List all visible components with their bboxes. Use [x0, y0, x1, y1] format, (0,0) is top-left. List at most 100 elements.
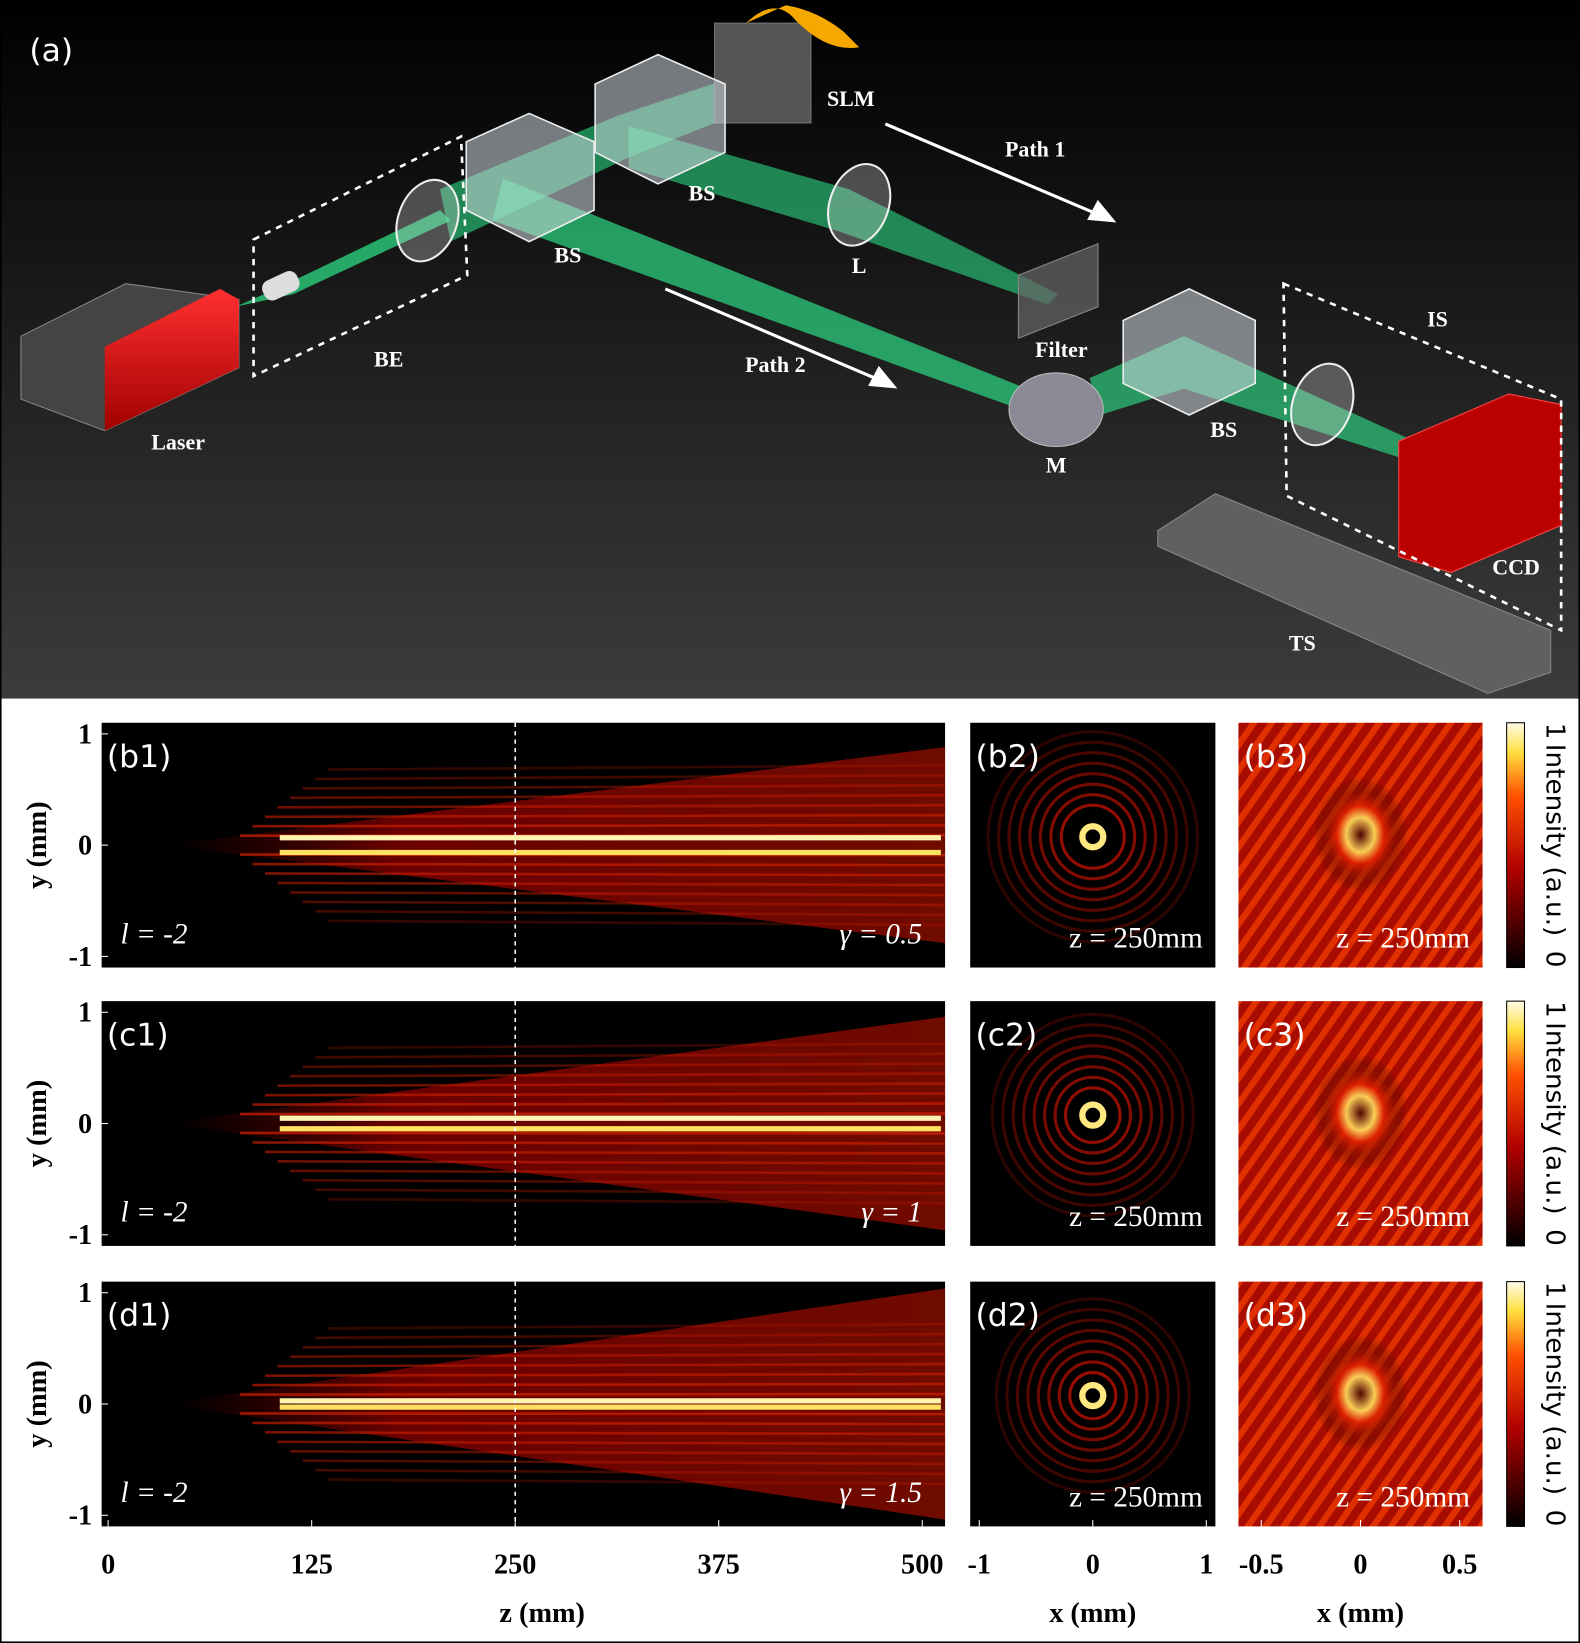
ring [1017, 761, 1168, 912]
path-label: Path 1 [1005, 136, 1065, 161]
ring [1026, 1328, 1160, 1463]
ring [1028, 772, 1158, 902]
panel-label: (c3) [1244, 1017, 1306, 1053]
fringe [277, 1082, 946, 1088]
fringe [315, 773, 946, 781]
fringe [265, 872, 946, 877]
fringe [239, 1392, 946, 1396]
x-tick-label: 0.5 [1442, 1550, 1477, 1581]
colorbar-label: Intensity (a.u.) [1539, 744, 1569, 937]
colorbar-max: 1 [1539, 723, 1569, 740]
l-label: l = -2 [120, 1477, 187, 1509]
beam-envelope [164, 1288, 946, 1520]
ring [990, 1012, 1195, 1218]
fringe [315, 910, 946, 917]
fringe [302, 1062, 946, 1069]
y-tick-label: 1 [78, 1278, 92, 1309]
component-label: Laser [151, 430, 205, 455]
panel-label: (d1) [107, 1298, 171, 1334]
spot [1313, 1055, 1408, 1171]
ring [1038, 782, 1147, 891]
colorbar [1506, 722, 1525, 969]
fringe [277, 1362, 946, 1368]
fringe [252, 1382, 946, 1387]
component-label: BS [689, 181, 716, 206]
component-label: SLM [827, 86, 875, 111]
fringe [265, 1372, 946, 1377]
component-label: TS [1289, 630, 1316, 655]
ring [1011, 1033, 1174, 1197]
ring [1063, 1086, 1122, 1145]
fringe [302, 783, 946, 790]
panel-label: (b3) [1244, 739, 1308, 775]
ring [1001, 1023, 1185, 1208]
fringe [239, 1131, 946, 1135]
component-label: BS [554, 243, 581, 268]
x-tick-label: 125 [290, 1550, 332, 1581]
component-label: L [852, 253, 867, 278]
component-label: BE [374, 347, 403, 372]
y-tick-label: -1 [69, 942, 93, 973]
y-tick-label: 1 [78, 998, 92, 1029]
component-label: BS [1210, 417, 1237, 442]
spot [1313, 776, 1408, 893]
fringe [239, 1412, 946, 1416]
x-tick-label: 0 [101, 1550, 115, 1581]
x-tick-label: 0 [1086, 1550, 1100, 1581]
fringe [252, 823, 946, 828]
ring [1007, 751, 1179, 923]
gamma-label: γ = 1.5 [839, 1477, 922, 1509]
gamma-label: γ = 1 [861, 1197, 922, 1229]
colorbar-min: 0 [1539, 1229, 1569, 1246]
ring [1059, 803, 1126, 870]
panel-label: (b2) [975, 739, 1039, 775]
fringe [265, 813, 946, 819]
ring [1047, 1349, 1139, 1442]
z-label: z = 250mm [1069, 1481, 1203, 1513]
z-label: z = 250mm [1069, 923, 1203, 955]
path-label: Path 2 [745, 352, 805, 377]
fringe [277, 1160, 946, 1165]
ring [1079, 1101, 1107, 1129]
beam-envelope [164, 747, 946, 944]
fringe [327, 1478, 946, 1486]
ring [1057, 1360, 1128, 1431]
fringe [327, 1322, 946, 1330]
ring [1079, 823, 1107, 851]
colorbar-label: Intensity (a.u.) [1539, 1303, 1569, 1496]
component-label: M [1046, 453, 1067, 478]
fringe [252, 1102, 946, 1106]
x-tick-label: 250 [494, 1550, 536, 1581]
fringe [327, 1042, 946, 1050]
z-label: z = 250mm [1336, 923, 1470, 955]
x-tick-label: 1 [1199, 1550, 1213, 1581]
ring [994, 1297, 1191, 1494]
fringe [290, 1352, 946, 1359]
y-tick-label: 0 [78, 1389, 92, 1420]
x-axis-label: z (mm) [499, 1598, 585, 1629]
ring [986, 730, 1200, 944]
component-label: Filter [1035, 337, 1088, 362]
z-label: z = 250mm [1336, 1481, 1470, 1513]
colorbar-max: 1 [1539, 1282, 1569, 1299]
ring [1032, 1054, 1154, 1176]
fringe [315, 1188, 946, 1195]
colorbar-min: 0 [1539, 951, 1569, 968]
panel-label: (b1) [107, 739, 171, 775]
z-label: z = 250mm [1336, 1201, 1470, 1233]
panel-label: (c2) [975, 1017, 1037, 1053]
fringe [290, 891, 946, 897]
x-tick-label: -1 [968, 1550, 992, 1581]
fringe [277, 803, 946, 809]
component-label: CCD [1492, 555, 1540, 580]
x-axis-label: x (mm) [1317, 1598, 1404, 1629]
fringe [315, 1332, 946, 1340]
panel-label: (a) [29, 33, 73, 69]
y-tick-label: 0 [78, 1109, 92, 1140]
ring [1049, 793, 1137, 881]
beam-envelope [164, 1016, 946, 1231]
fringe [302, 1342, 946, 1349]
x-tick-label: 375 [698, 1550, 740, 1581]
y-tick-label: -1 [69, 1501, 93, 1532]
ring [1053, 1075, 1133, 1155]
